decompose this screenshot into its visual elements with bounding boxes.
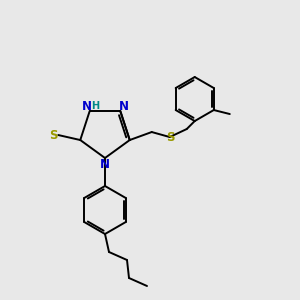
Text: H: H	[91, 101, 99, 111]
Text: N: N	[82, 100, 92, 113]
Text: S: S	[49, 128, 58, 142]
Text: S: S	[167, 130, 175, 143]
Text: N: N	[119, 100, 129, 113]
Text: N: N	[100, 158, 110, 170]
